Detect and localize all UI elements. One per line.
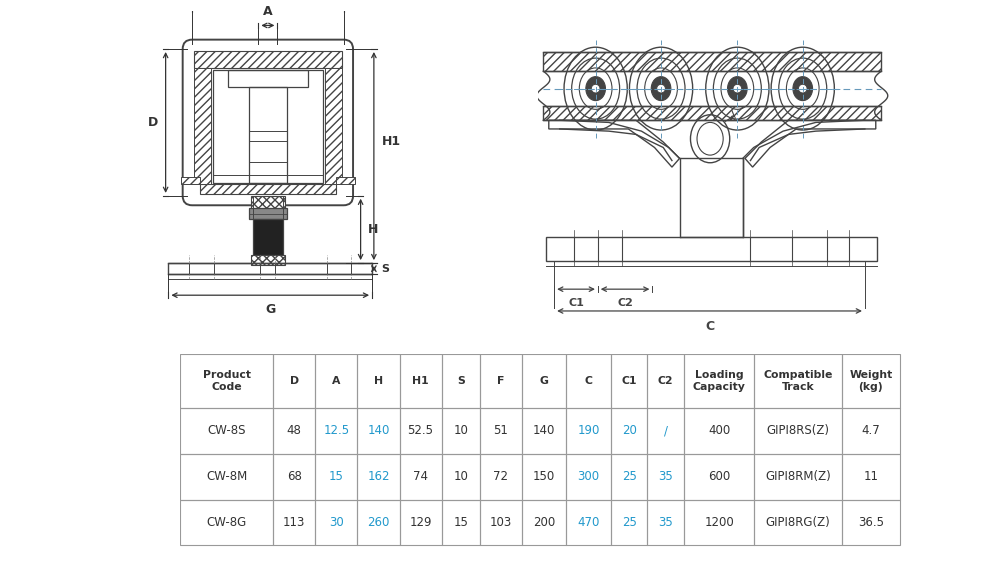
Circle shape — [798, 84, 807, 93]
Polygon shape — [253, 220, 283, 256]
Polygon shape — [543, 106, 881, 120]
Polygon shape — [543, 52, 881, 71]
Text: F: F — [497, 376, 504, 386]
Ellipse shape — [586, 76, 605, 101]
Ellipse shape — [793, 76, 813, 101]
Polygon shape — [249, 208, 287, 220]
Text: 12.5: 12.5 — [323, 424, 349, 437]
Text: H: H — [368, 223, 379, 236]
Text: 51: 51 — [493, 424, 508, 437]
Text: 129: 129 — [409, 516, 432, 529]
Ellipse shape — [728, 76, 747, 101]
Text: 10: 10 — [453, 424, 468, 437]
Text: 68: 68 — [287, 470, 302, 483]
Text: CW-8G: CW-8G — [206, 516, 247, 529]
Text: 72: 72 — [493, 470, 508, 483]
Text: 10: 10 — [453, 470, 468, 483]
Text: 15: 15 — [453, 516, 468, 529]
Text: 20: 20 — [622, 424, 637, 437]
Text: D: D — [148, 116, 158, 129]
Text: 35: 35 — [658, 516, 673, 529]
Text: Weight
(kg): Weight (kg) — [849, 370, 893, 392]
Text: Product
Code: Product Code — [203, 370, 251, 392]
Text: 35: 35 — [658, 470, 673, 483]
Text: F: F — [273, 0, 282, 2]
Text: 25: 25 — [622, 470, 637, 483]
Text: S: S — [381, 264, 389, 274]
Text: C2: C2 — [658, 376, 673, 386]
Polygon shape — [194, 68, 211, 184]
Circle shape — [733, 84, 742, 93]
Polygon shape — [200, 184, 336, 194]
Text: C2: C2 — [617, 298, 633, 308]
Text: 140: 140 — [367, 424, 390, 437]
Text: 11: 11 — [863, 470, 878, 483]
Text: G: G — [540, 376, 549, 386]
Text: 113: 113 — [283, 516, 305, 529]
Text: GIPI8RG(Z): GIPI8RG(Z) — [766, 516, 830, 529]
Text: 25: 25 — [622, 516, 637, 529]
Polygon shape — [181, 177, 200, 184]
Polygon shape — [325, 68, 342, 184]
Ellipse shape — [651, 76, 671, 101]
Text: 52.5: 52.5 — [408, 424, 434, 437]
Text: CW-8M: CW-8M — [206, 470, 247, 483]
Text: H1: H1 — [381, 135, 401, 148]
Text: 30: 30 — [329, 516, 344, 529]
Text: 400: 400 — [708, 424, 730, 437]
Text: S: S — [457, 376, 465, 386]
Polygon shape — [194, 51, 342, 68]
Text: C1: C1 — [621, 376, 637, 386]
Text: 300: 300 — [578, 470, 600, 483]
Text: 36.5: 36.5 — [858, 516, 884, 529]
Text: C: C — [705, 320, 714, 333]
Text: 74: 74 — [413, 470, 428, 483]
Circle shape — [591, 84, 600, 93]
Text: H: H — [374, 376, 383, 386]
Polygon shape — [251, 256, 285, 265]
Text: H1: H1 — [412, 376, 429, 386]
Text: C: C — [585, 376, 593, 386]
Text: 162: 162 — [367, 470, 390, 483]
Text: CW-8S: CW-8S — [207, 424, 246, 437]
Text: 190: 190 — [577, 424, 600, 437]
Text: 150: 150 — [533, 470, 555, 483]
Text: A: A — [332, 376, 341, 386]
Text: G: G — [265, 303, 275, 316]
Text: /: / — [664, 424, 668, 437]
Text: D: D — [290, 376, 299, 386]
Text: C1: C1 — [568, 298, 584, 308]
Text: 15: 15 — [329, 470, 344, 483]
Text: 48: 48 — [287, 424, 302, 437]
Polygon shape — [251, 196, 285, 217]
Text: GIPI8RM(Z): GIPI8RM(Z) — [765, 470, 831, 483]
Text: 140: 140 — [533, 424, 555, 437]
Text: 260: 260 — [367, 516, 390, 529]
Text: 4.7: 4.7 — [862, 424, 880, 437]
Text: Loading
Capacity: Loading Capacity — [693, 370, 745, 392]
Text: A: A — [263, 5, 273, 18]
Text: 103: 103 — [490, 516, 512, 529]
Text: GIPI8RS(Z): GIPI8RS(Z) — [767, 424, 830, 437]
Text: 600: 600 — [708, 470, 730, 483]
Polygon shape — [336, 177, 355, 184]
Text: 1200: 1200 — [704, 516, 734, 529]
Text: 470: 470 — [577, 516, 600, 529]
Text: 200: 200 — [533, 516, 555, 529]
Circle shape — [657, 84, 665, 93]
Text: Compatible
Track: Compatible Track — [763, 370, 833, 392]
